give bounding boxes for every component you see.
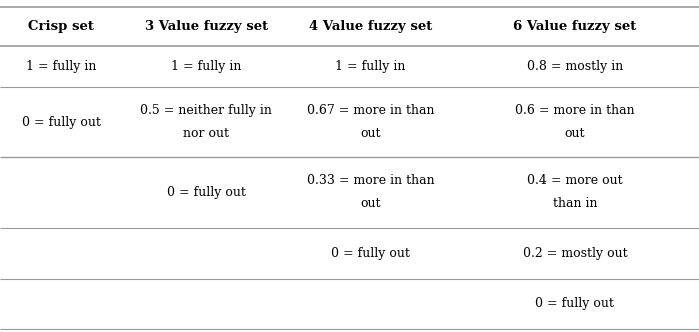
Text: 0.67 = more in than
out: 0.67 = more in than out [307,104,434,140]
Text: 4 Value fuzzy set: 4 Value fuzzy set [309,20,432,33]
Text: 0 = fully out: 0 = fully out [535,297,614,310]
Text: 0 = fully out: 0 = fully out [331,247,410,260]
Text: 1 = fully in: 1 = fully in [336,60,405,73]
Text: 1 = fully in: 1 = fully in [26,60,96,73]
Text: 0.2 = mostly out: 0.2 = mostly out [523,247,627,260]
Text: 0.5 = neither fully in
nor out: 0.5 = neither fully in nor out [140,104,272,140]
Text: 0 = fully out: 0 = fully out [22,116,101,129]
Text: 0.6 = more in than
out: 0.6 = more in than out [515,104,635,140]
Text: 6 Value fuzzy set: 6 Value fuzzy set [513,20,637,33]
Text: Crisp set: Crisp set [28,20,94,33]
Text: 1 = fully in: 1 = fully in [171,60,241,73]
Text: 0.33 = more in than
out: 0.33 = more in than out [307,174,434,210]
Text: 3 Value fuzzy set: 3 Value fuzzy set [145,20,268,33]
Text: 0.4 = more out
than in: 0.4 = more out than in [527,174,623,210]
Text: 0.8 = mostly in: 0.8 = mostly in [527,60,623,73]
Text: 0 = fully out: 0 = fully out [167,186,245,199]
